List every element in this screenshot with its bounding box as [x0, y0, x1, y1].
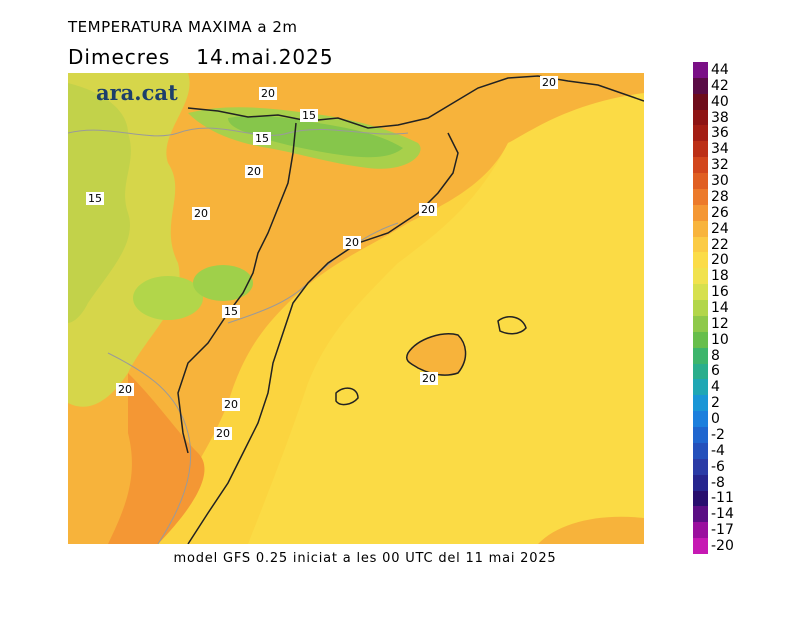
legend-swatch — [693, 188, 708, 206]
legend-swatch — [693, 300, 708, 317]
legend-tick-label: -17 — [711, 522, 734, 539]
legend-swatch — [693, 62, 708, 79]
legend-swatch — [693, 474, 708, 491]
model-credit: model GFS 0.25 iniciat a les 00 UTC del … — [173, 551, 557, 566]
legend-tick-label: 36 — [711, 125, 729, 142]
legend-tick-label: -8 — [711, 474, 725, 491]
mallorca-island — [406, 333, 467, 376]
legend-tick-label: 10 — [711, 331, 729, 348]
legend-tick-label: -6 — [711, 458, 725, 475]
chart-title: TEMPERATURA MAXIMA a 2m — [68, 18, 298, 36]
contour-label: 20 — [345, 236, 359, 249]
contour-label: 20 — [261, 87, 275, 100]
legend-tick-label: 30 — [711, 173, 729, 190]
legend-swatch — [693, 315, 708, 333]
legend-tick-label: 28 — [711, 188, 729, 205]
legend-swatch — [693, 252, 708, 269]
legend-swatch — [693, 427, 708, 444]
legend-tick-label: 2 — [711, 395, 720, 412]
legend-tick-label: 8 — [711, 347, 720, 364]
legend-swatch — [693, 77, 708, 95]
border-line — [177, 122, 297, 454]
map-svg: 20 20 15 15 20 15 20 20 20 15 20 20 20 2… — [68, 73, 644, 544]
land-warm-region — [68, 73, 644, 544]
legend-tick-label: -20 — [711, 538, 734, 555]
legend-tick-label: 44 — [711, 61, 729, 78]
legend-swatch — [693, 347, 708, 365]
legend-swatch — [693, 506, 708, 523]
legend-swatch — [693, 458, 708, 476]
legend-swatch — [693, 109, 708, 126]
inland-cool-patch — [133, 276, 203, 320]
sea-warm-patch — [538, 516, 644, 544]
contour-label: 15 — [88, 192, 102, 205]
contour-label: 20 — [118, 383, 132, 396]
sea-region — [248, 93, 644, 544]
legend-tick-label: -4 — [711, 442, 725, 459]
contour-label: 20 — [422, 372, 436, 385]
contour-label: 15 — [302, 109, 316, 122]
legend-swatch — [693, 236, 708, 253]
legend-tick-label: 22 — [711, 236, 729, 253]
ibiza-island — [335, 387, 359, 406]
legend-tick-label: 16 — [711, 284, 729, 301]
menorca-island — [497, 316, 527, 335]
legend-swatch — [693, 284, 708, 301]
legend-tick-label: 14 — [711, 300, 729, 316]
legend-swatch — [693, 125, 708, 142]
legend-tick-label: -2 — [711, 426, 725, 443]
legend-swatch — [693, 204, 708, 222]
legend-swatch — [693, 379, 708, 396]
legend-swatch — [693, 157, 708, 174]
legend-swatch — [693, 268, 708, 285]
temperature-map: 20 20 15 15 20 15 20 20 20 15 20 20 20 2… — [68, 73, 644, 544]
legend-swatch — [693, 490, 708, 507]
legend-tick-label: 20 — [711, 252, 729, 269]
legend-tick-label: 12 — [711, 315, 729, 332]
forecast-date-value: 14.mai.2025 — [196, 45, 334, 69]
legend-swatch — [693, 442, 708, 460]
legend-tick-label: 6 — [711, 363, 720, 380]
color-legend: 44 42 40 38 36 34 32 30 28 26 24 22 20 18 16 14 12 10 8 6 4 2… — [693, 62, 734, 555]
legend-tick-label: 4 — [711, 379, 720, 396]
legend-tick-label: 40 — [711, 93, 729, 110]
legend-tick-label: 32 — [711, 157, 729, 174]
legend-tick-label: 0 — [711, 411, 720, 428]
forecast-date: Dimecres 14.mai.2025 — [68, 45, 334, 69]
contour-label: 20 — [421, 203, 435, 216]
legend-swatch — [693, 141, 708, 158]
legend-tick-label: -14 — [711, 506, 734, 523]
contour-label: 20 — [194, 207, 208, 220]
contour-label: 20 — [247, 165, 261, 178]
legend-swatch — [693, 93, 708, 111]
legend-tick-label: 24 — [711, 220, 729, 237]
contour-line — [107, 352, 192, 544]
contour-line — [68, 127, 409, 137]
legend-swatch — [693, 395, 708, 412]
legend-swatch — [693, 331, 708, 349]
legend-tick-label: -11 — [711, 490, 734, 507]
legend-swatch — [693, 411, 708, 428]
ara-cat-logo: ara.cat — [96, 80, 178, 105]
contour-label: 15 — [224, 305, 238, 318]
legend-swatch — [693, 363, 708, 380]
legend-swatch — [693, 173, 708, 190]
legend-tick-label: 42 — [711, 77, 729, 94]
forecast-day: Dimecres — [68, 45, 171, 69]
legend-swatch — [693, 538, 708, 555]
pyrenees-cold-region — [228, 115, 403, 158]
legend-tick-label: 26 — [711, 204, 729, 221]
coastline — [187, 132, 459, 544]
legend-tick-label: 34 — [711, 141, 729, 158]
legend-tick-label: 38 — [711, 109, 729, 126]
legend-tick-label: 18 — [711, 268, 729, 285]
contour-label: 20 — [224, 398, 238, 411]
legend-swatch — [693, 220, 708, 238]
contour-label: 15 — [255, 132, 269, 145]
contour-label: 20 — [216, 427, 230, 440]
inland-cool-patch-2 — [193, 265, 253, 301]
contour-label: 20 — [542, 76, 556, 89]
legend-swatch — [693, 522, 708, 539]
